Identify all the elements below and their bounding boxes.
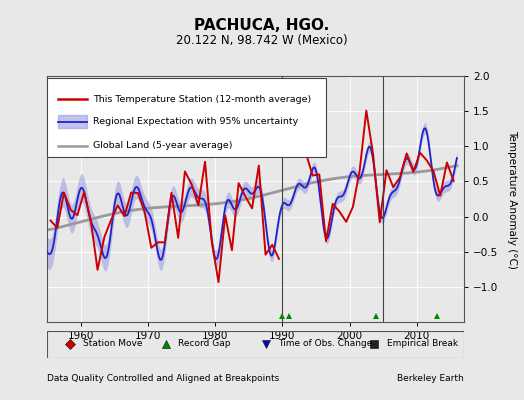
Text: Global Land (5-year average): Global Land (5-year average) [93,141,233,150]
Text: Station Move: Station Move [83,339,142,348]
Text: Berkeley Earth: Berkeley Earth [397,374,464,383]
Text: 20.122 N, 98.742 W (Mexico): 20.122 N, 98.742 W (Mexico) [176,34,348,47]
Text: Regional Expectation with 95% uncertainty: Regional Expectation with 95% uncertaint… [93,117,298,126]
Text: This Temperature Station (12-month average): This Temperature Station (12-month avera… [93,95,311,104]
FancyBboxPatch shape [47,78,326,157]
Text: PACHUCA, HGO.: PACHUCA, HGO. [194,18,330,33]
Text: Data Quality Controlled and Aligned at Breakpoints: Data Quality Controlled and Aligned at B… [47,374,279,383]
Text: Time of Obs. Change: Time of Obs. Change [278,339,373,348]
Text: Record Gap: Record Gap [178,339,231,348]
Text: Empirical Break: Empirical Break [387,339,458,348]
Y-axis label: Temperature Anomaly (°C): Temperature Anomaly (°C) [507,130,518,268]
